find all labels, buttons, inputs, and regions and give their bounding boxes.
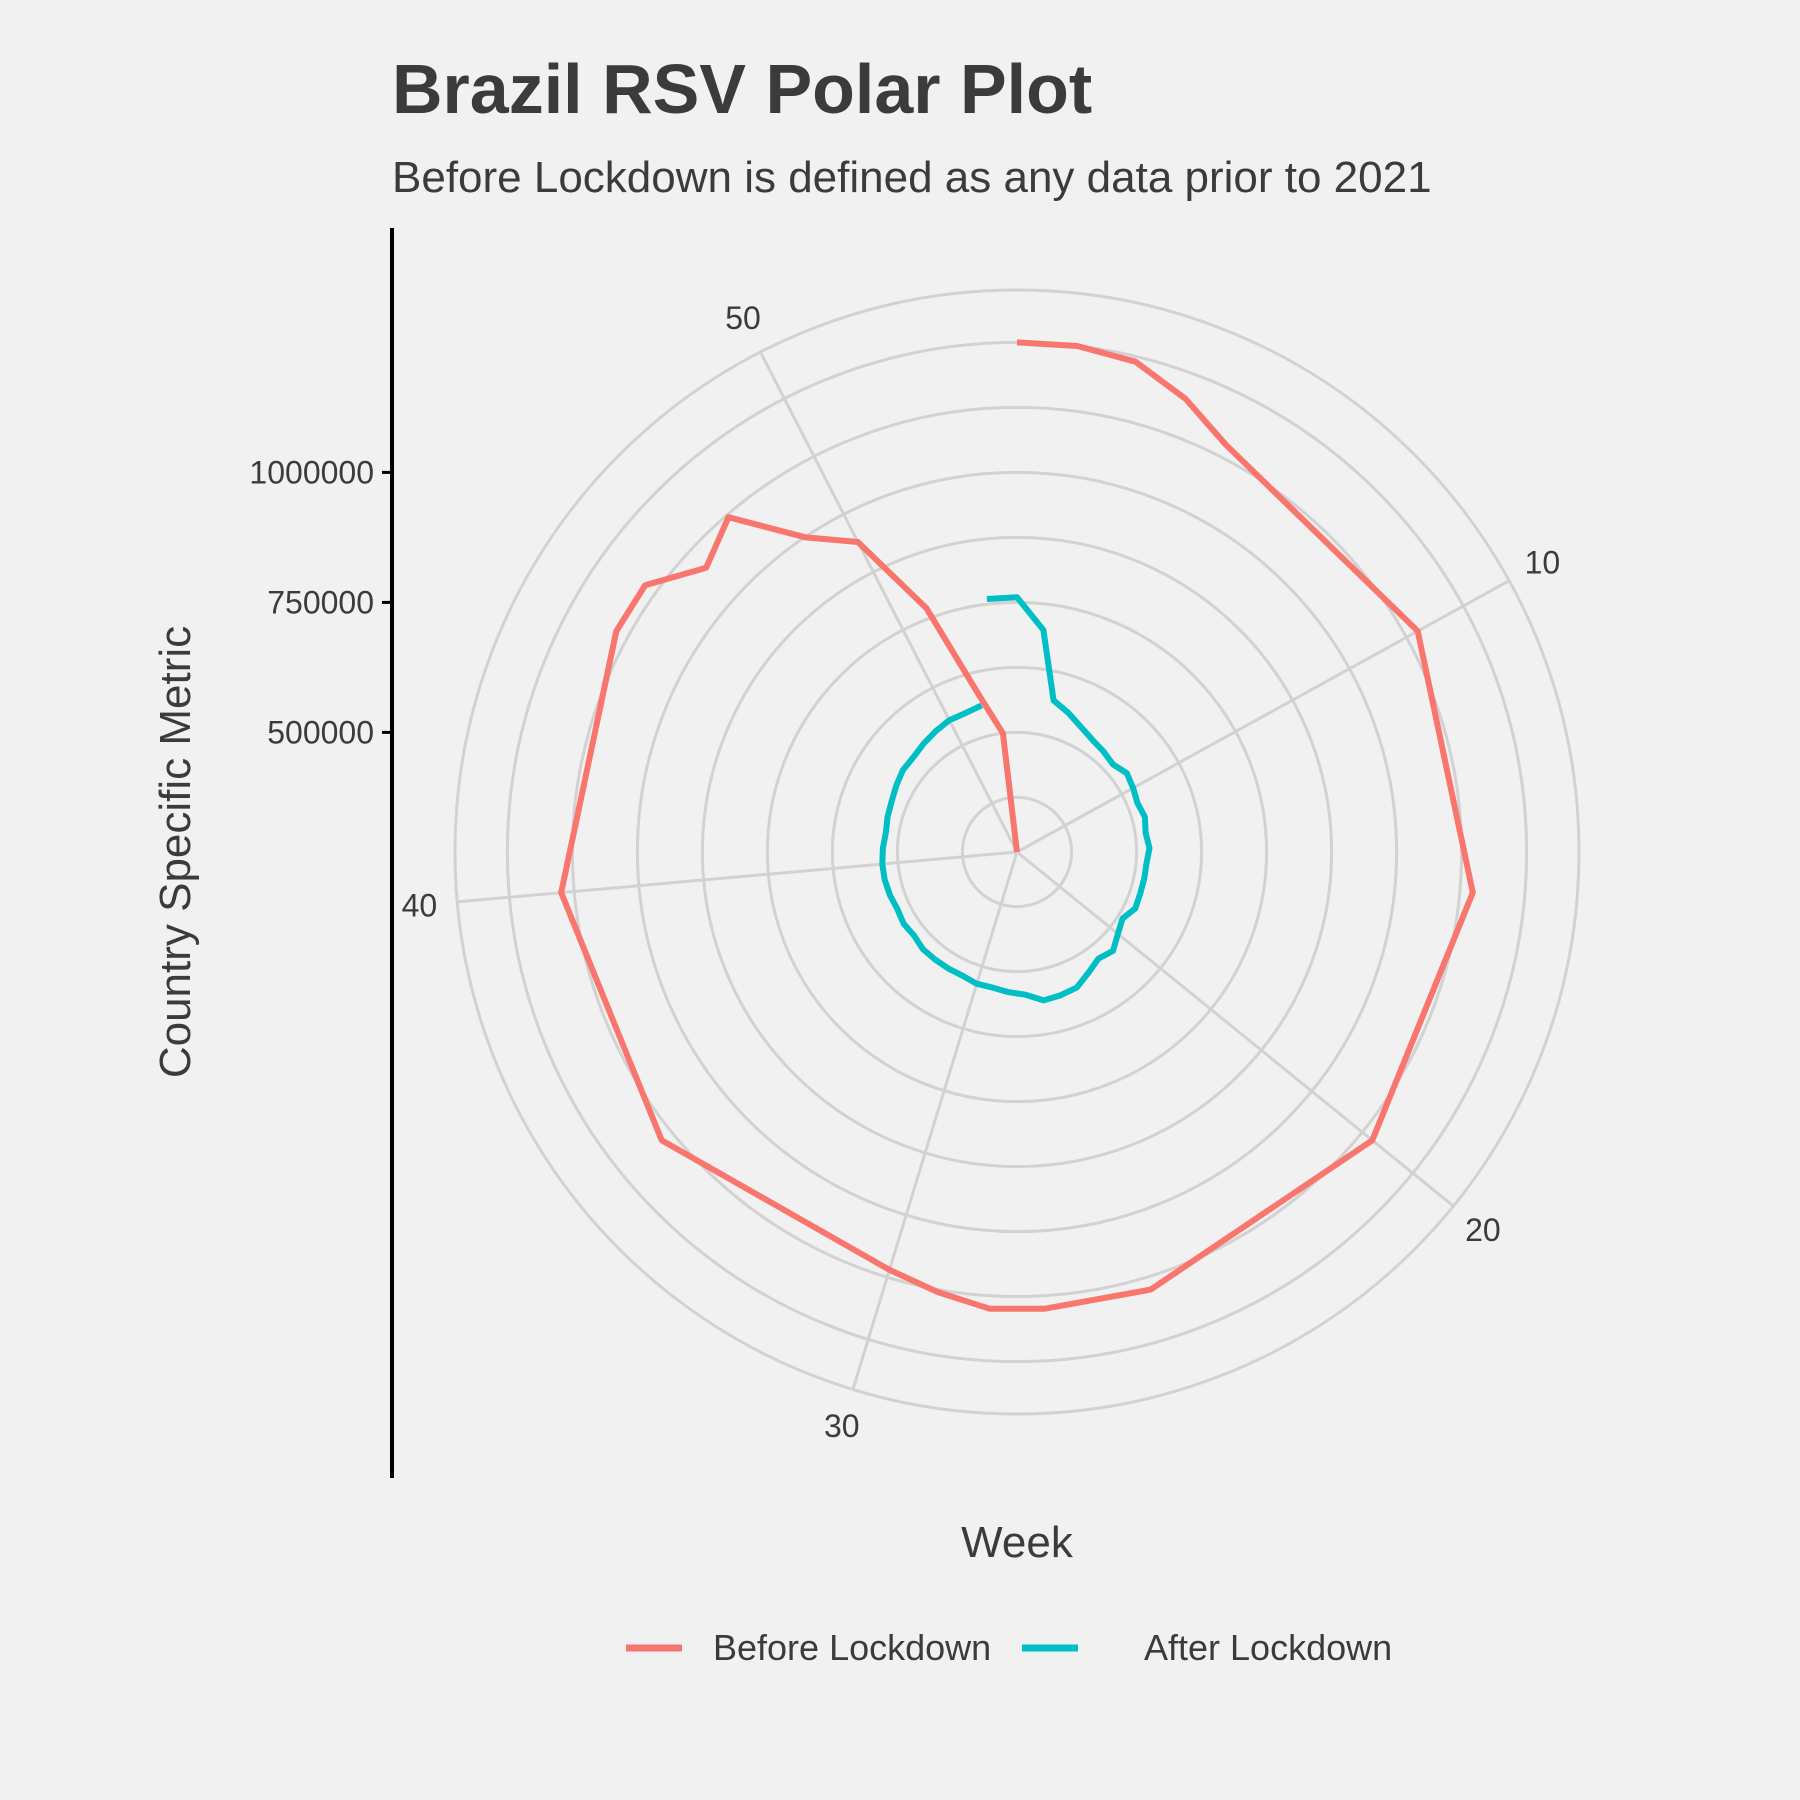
- grid-ring: [453, 288, 1581, 1416]
- x-axis-title: Week: [961, 1518, 1074, 1567]
- y-axis-ticks: 500000 750000 1000000: [249, 454, 392, 750]
- grid-ring: [830, 665, 1204, 1039]
- y-tick-label: 750000: [267, 584, 374, 620]
- grid-spoke: [759, 351, 1019, 853]
- series-lines: [558, 339, 1476, 1312]
- y-tick-label: 1000000: [249, 454, 374, 490]
- grid-ring: [895, 730, 1139, 974]
- week-tick-label: 50: [725, 300, 761, 336]
- week-tick-labels: 10 20 30 40 50: [402, 300, 1561, 1444]
- legend-label-before-lockdown: Before Lockdown: [713, 1627, 991, 1668]
- week-tick-label: 10: [1525, 544, 1561, 580]
- grid-ring: [635, 470, 1399, 1234]
- y-tick-label: 500000: [267, 714, 374, 750]
- grid-spoke: [457, 850, 1018, 904]
- grid-spoke: [1016, 850, 1455, 1208]
- grid-spoke: [1016, 579, 1510, 854]
- grid-ring: [700, 535, 1334, 1169]
- legend-label-after-lockdown: After Lockdown: [1144, 1627, 1392, 1668]
- series-line-before-lockdown: [558, 339, 1476, 1312]
- grid-ring: [765, 600, 1269, 1104]
- legend: Before Lockdown After Lockdown: [626, 1627, 1392, 1668]
- series-line-after-lockdown: [879, 594, 1153, 1004]
- chart-subtitle: Before Lockdown is defined as any data p…: [392, 153, 1432, 202]
- week-tick-label: 40: [402, 887, 438, 923]
- grid-spoke: [851, 851, 1019, 1390]
- grid-ring: [960, 795, 1074, 909]
- week-tick-label: 30: [824, 1408, 860, 1444]
- chart-title: Brazil RSV Polar Plot: [392, 50, 1092, 128]
- y-axis-title: Country Specific Metric: [151, 626, 200, 1078]
- week-tick-label: 20: [1465, 1212, 1501, 1248]
